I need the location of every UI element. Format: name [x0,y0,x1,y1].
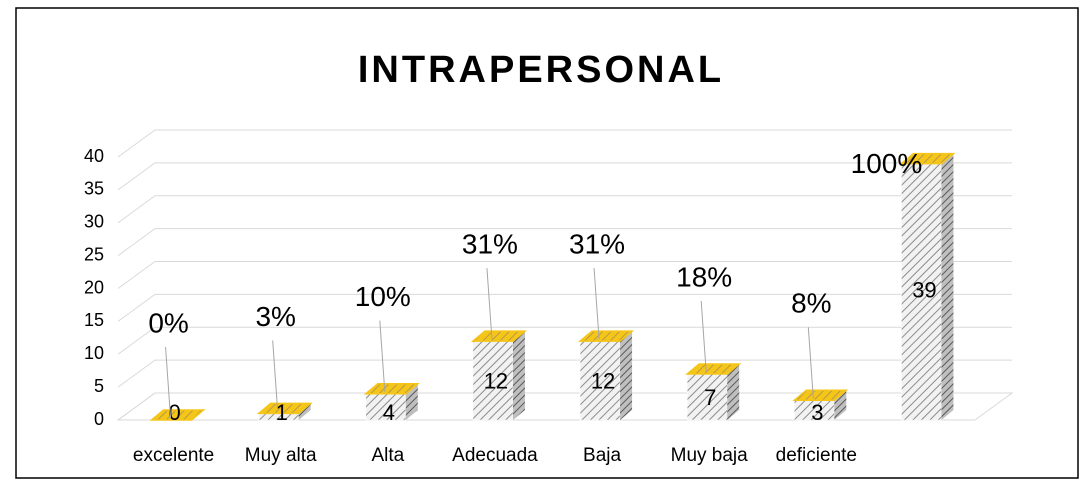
bar [577,330,635,421]
x-tick-label: Muy baja [671,445,749,466]
x-tick-label: excelente [133,445,214,466]
annotation: 100% [851,148,923,179]
bar-top [470,330,528,342]
leader-line [272,340,279,412]
annotation: 0% [148,307,188,338]
leader-line [165,346,172,419]
annotation: 10% [355,281,411,312]
data-label: 4 [383,400,395,425]
bar-top [792,389,849,402]
grid-line [117,228,1012,257]
grid-line [117,326,1012,355]
x-tick-label: Baja [583,445,621,466]
annotation: 31% [462,228,518,259]
bar-top [577,330,635,342]
bar-top [256,402,313,415]
y-tick-label: 35 [84,179,104,199]
bar-side [941,153,954,420]
chart-border [15,7,1079,479]
leader-line [379,320,386,392]
data-label: 39 [912,278,936,303]
grid-line [117,359,1012,388]
bar [149,409,206,421]
bar-side [727,363,740,420]
y-tick-label: 15 [84,310,104,330]
data-label: 0 [168,400,180,425]
leader-line [807,327,814,399]
bar [685,363,742,421]
data-label: 3 [811,400,823,425]
grid-line [117,195,1012,224]
bar [792,389,849,421]
data-label: 12 [591,368,615,393]
x-tick-label: Alta [371,445,404,466]
grid-line [117,129,1012,158]
grid-line [117,293,1012,322]
bar [899,152,956,421]
grid-line [117,162,1012,191]
bar-top [149,409,206,421]
x-tick-label: Muy alta [245,445,317,466]
bar-side [405,383,418,420]
leader-line [486,268,493,340]
y-tick-label: 20 [84,277,104,297]
y-tick-label: 5 [94,376,104,396]
leader-line [700,300,707,373]
annotation: 8% [791,288,831,319]
bar-side [298,403,311,420]
y-tick-label: 30 [84,212,104,232]
bar [470,330,528,421]
x-tick-label: Adecuada [452,445,538,466]
bar-side [512,331,525,420]
annotation: 3% [255,301,295,332]
bar [363,382,420,421]
bar-front [472,340,514,421]
y-tick-label: 0 [94,409,104,429]
bar [256,402,313,421]
y-tick-label: 40 [84,146,104,166]
grid-line [117,261,1012,289]
data-label: 7 [704,385,716,410]
y-tick-label: 25 [84,244,104,264]
bar-front [901,163,942,421]
x-tick-label: deficiente [776,445,857,466]
bar-side [620,331,633,420]
data-label: 1 [276,400,288,425]
y-tick-label: 10 [84,343,104,363]
annotation: 31% [569,228,625,259]
bar-top [363,382,420,395]
bar-front [365,393,407,421]
data-label: 12 [484,368,508,393]
leader-line [593,268,600,340]
annotation: 18% [676,261,732,292]
chart-title: INTRAPERSONAL [358,49,724,91]
bar-top [685,363,742,375]
bar-side [834,390,847,420]
bar-top [899,152,956,165]
